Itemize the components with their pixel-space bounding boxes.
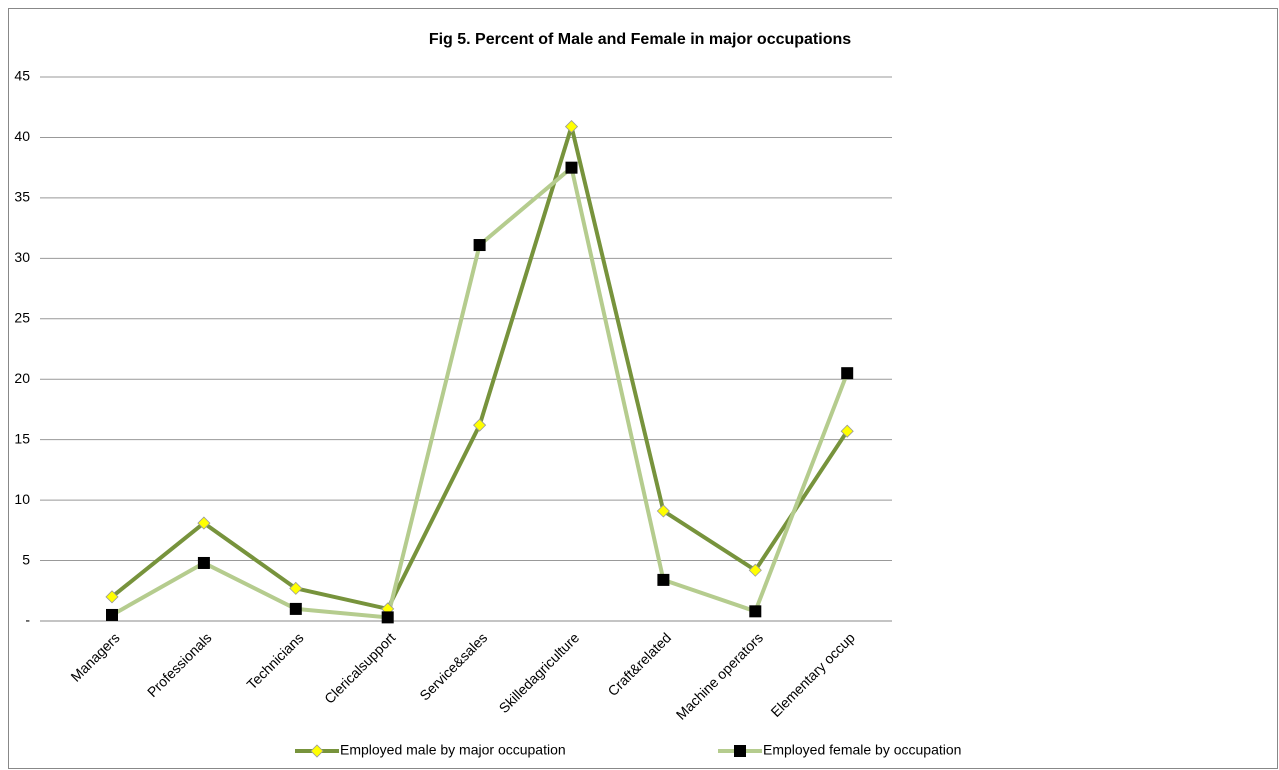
marker (656, 504, 670, 518)
y-tick-label: 15 (14, 430, 30, 446)
y-tick-label: 35 (14, 189, 30, 205)
marker (197, 556, 210, 569)
chart-title: Fig 5. Percent of Male and Female in maj… (429, 31, 851, 48)
marker (473, 418, 487, 432)
marker (197, 516, 211, 530)
marker (106, 608, 118, 621)
y-tick-label: 45 (14, 68, 30, 84)
marker (748, 563, 762, 577)
chart-frame (8, 8, 1278, 769)
marker (749, 605, 762, 618)
y-tick-label: 10 (14, 491, 30, 507)
marker (105, 590, 119, 604)
marker (840, 424, 854, 438)
marker (564, 119, 579, 134)
marker (289, 581, 303, 595)
marker (381, 611, 394, 624)
marker (657, 573, 670, 586)
legend-label: Employed female by occupation (763, 742, 961, 758)
marker (473, 239, 486, 252)
y-tick-label: 20 (14, 370, 30, 386)
legend-marker (310, 744, 324, 758)
y-tick-label: - (25, 612, 30, 628)
legend-marker (734, 745, 746, 757)
marker (289, 602, 302, 615)
marker (841, 367, 854, 380)
y-tick-label: 25 (14, 309, 30, 325)
marker (565, 161, 578, 174)
legend-label: Employed male by major occupation (340, 742, 566, 758)
y-tick-label: 30 (14, 249, 30, 265)
y-tick-label: 5 (22, 551, 30, 567)
y-tick-label: 40 (14, 128, 30, 144)
